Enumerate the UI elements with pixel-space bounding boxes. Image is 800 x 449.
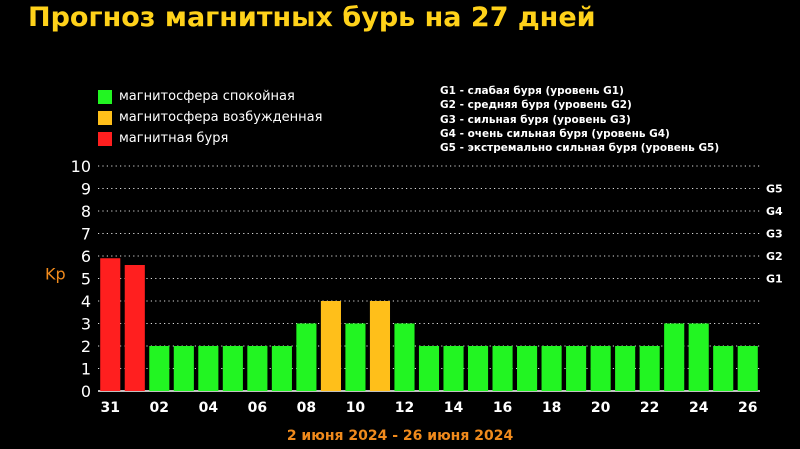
bar [369, 301, 391, 391]
y-tick-label: 7 [81, 225, 91, 244]
y-tick-label: 8 [81, 202, 91, 221]
x-tick-label: 26 [738, 400, 757, 416]
x-tick-label: 18 [542, 400, 561, 416]
x-tick-label: 16 [493, 400, 512, 416]
bar [198, 346, 219, 391]
bar [664, 323, 685, 391]
bar [443, 346, 464, 391]
legend-item-excited: магнитосфера возбужденная [98, 107, 322, 128]
legend-label-storm: магнитная буря [119, 131, 229, 146]
bar [271, 346, 292, 391]
bar [222, 346, 243, 391]
bar [345, 323, 366, 391]
x-tick-label: 14 [444, 400, 464, 416]
y-tick-label: 10 [71, 157, 91, 176]
bar [541, 346, 562, 391]
storm-level-g3: G3 - сильная буря (уровень G3) [440, 113, 631, 126]
storm-level-tick-label: G2 [766, 250, 783, 263]
legend-label-excited: магнитосфера возбужденная [119, 110, 323, 125]
y-tick-label: 0 [81, 382, 91, 401]
x-tick-label: 31 [101, 400, 120, 416]
bar [639, 346, 660, 391]
y-tick-label: 2 [81, 337, 91, 356]
y-tick-label: 1 [81, 360, 91, 379]
bar [492, 346, 513, 391]
y-tick-label: 3 [81, 315, 91, 334]
bar [100, 258, 121, 391]
legend-swatch-calm [98, 89, 112, 104]
x-tick-label: 02 [150, 400, 169, 416]
bar [296, 323, 317, 391]
y-axis-label: Kp [45, 265, 66, 284]
bar [467, 346, 489, 391]
status-legend: магнитосфера спокойная магнитосфера возб… [98, 86, 322, 149]
bar [247, 346, 268, 391]
legend-swatch-storm [98, 131, 112, 146]
x-tick-label: 10 [346, 400, 366, 416]
bar [124, 265, 145, 391]
bar [713, 346, 734, 391]
y-tick-label: 9 [81, 180, 91, 199]
x-tick-label: 06 [248, 400, 267, 416]
y-tick-label: 4 [81, 292, 91, 311]
chart-subtitle-wrap: 2 июня 2024 - 26 июня 2024 [0, 425, 800, 444]
x-tick-label: 12 [395, 400, 414, 416]
storm-level-g1: G1 - слабая буря (уровень G1) [440, 85, 624, 97]
y-tick-label: 6 [81, 247, 91, 266]
x-tick-label: 20 [591, 400, 611, 416]
x-tick-label: 22 [640, 400, 659, 416]
legend-item-storm: магнитная буря [98, 128, 322, 149]
x-tick-label: 04 [199, 400, 219, 416]
bar [615, 346, 636, 391]
chart-subtitle: 2 июня 2024 - 26 июня 2024 [286, 428, 514, 444]
storm-level-tick-label: G3 [766, 228, 783, 241]
y-tick-label: 5 [81, 270, 91, 289]
legend-item-calm: магнитосфера спокойная [98, 86, 322, 107]
storm-level-tick-label: G5 [766, 183, 783, 196]
storm-level-g4: G4 - очень сильная буря (уровень G4) [440, 127, 670, 140]
bar [737, 346, 758, 391]
x-tick-label: 08 [297, 400, 316, 416]
storm-level-tick-label: G1 [766, 273, 783, 286]
storm-level-g5: G5 - экстремально сильная буря (уровень … [440, 142, 720, 155]
bar [394, 323, 415, 391]
bar [566, 346, 587, 391]
bar [173, 346, 194, 391]
storm-level-tick-label: G4 [766, 205, 783, 218]
bar [688, 323, 709, 391]
storm-level-g2: G2 - средняя буря (уровень G2) [440, 99, 632, 112]
storm-level-legend: G1 - слабая буря (уровень G1) G2 - средн… [440, 84, 719, 155]
chart-title: Прогноз магнитных бурь на 27 дней [28, 2, 596, 33]
legend-swatch-excited [98, 110, 112, 125]
bar [149, 346, 170, 391]
bar [320, 301, 341, 391]
x-tick-label: 24 [689, 400, 709, 416]
bar [418, 346, 440, 391]
bar [517, 346, 538, 391]
bar [590, 346, 611, 391]
legend-label-calm: магнитосфера спокойная [119, 89, 295, 104]
